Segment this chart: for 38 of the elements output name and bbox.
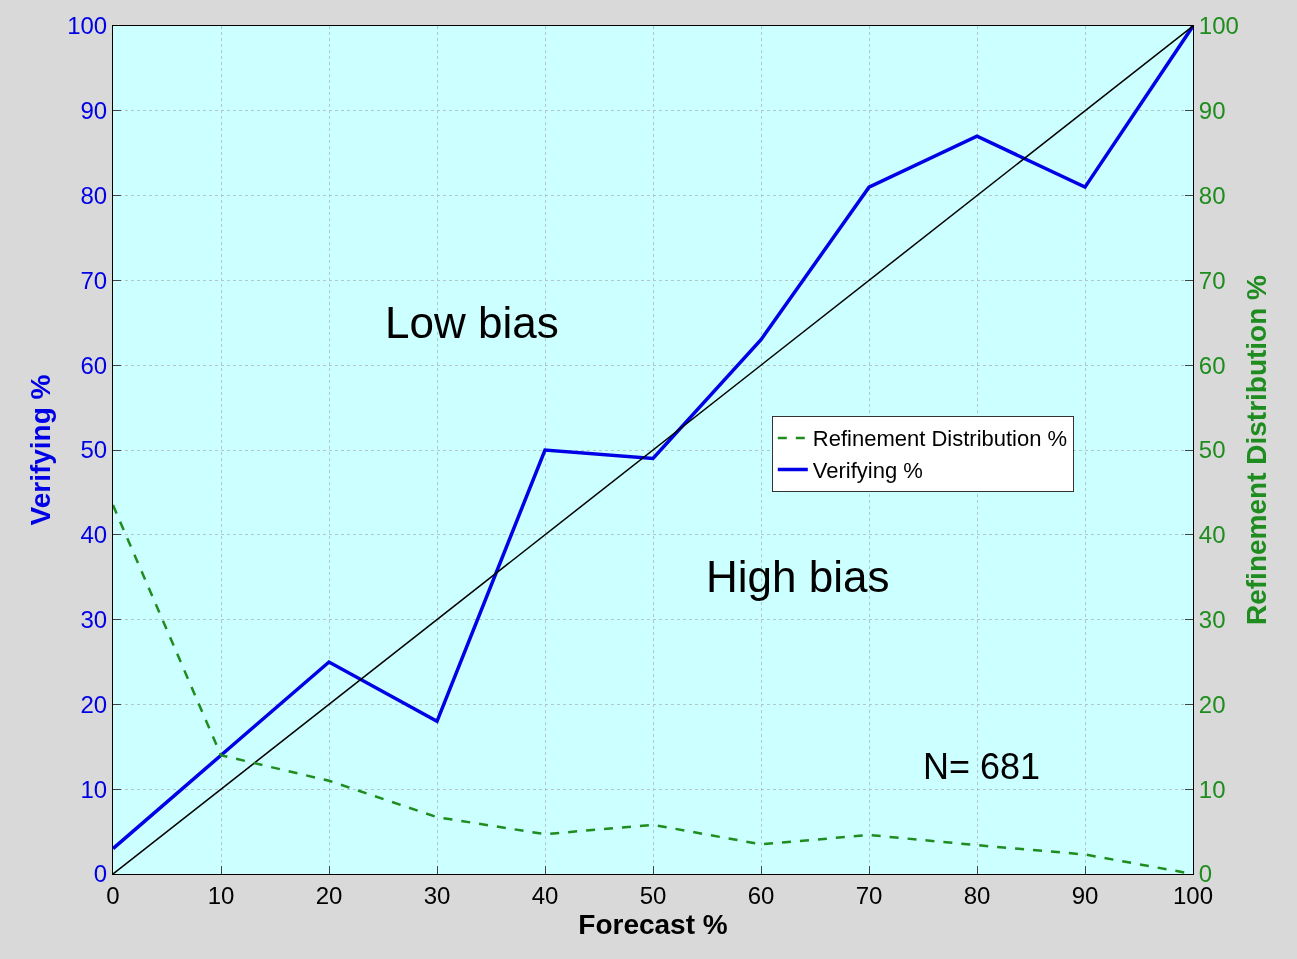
y-tick-label: 10 [80, 775, 108, 803]
y2-axis-title: Refinement Distribution % [1240, 274, 1272, 626]
x-tick-label: 60 [747, 881, 775, 909]
y2-tick-label: 80 [1198, 182, 1226, 209]
y-tick-label: 0 [93, 860, 108, 888]
y-tick-label: 100 [67, 12, 108, 40]
y2-tick-label: 90 [1198, 97, 1226, 125]
y2-tick-label: 20 [1198, 690, 1226, 718]
y-axis-title: Verifying % [24, 374, 56, 526]
y-tick-label: 20 [80, 690, 108, 718]
annotation: High bias [706, 552, 890, 601]
y2-tick-label: 100 [1198, 12, 1239, 40]
y2-tick-label: 70 [1198, 266, 1226, 294]
y2-tick-label: 50 [1198, 436, 1226, 464]
x-tick-label: 40 [531, 881, 559, 909]
y-tick-label: 40 [80, 521, 108, 549]
y-tick-label: 30 [80, 606, 108, 633]
x-tick-label: 10 [207, 881, 235, 909]
annotation: N= 681 [923, 746, 1041, 787]
x-tick-label: 50 [639, 881, 667, 909]
x-tick-label: 30 [423, 881, 451, 909]
x-tick-label: 70 [855, 881, 883, 909]
x-axis-title: Forecast % [578, 908, 728, 940]
y-tick-label: 70 [80, 266, 108, 294]
annotation: Low bias [385, 298, 559, 347]
y-tick-label: 50 [80, 436, 108, 464]
x-tick-label: 90 [1071, 881, 1099, 909]
x-tick-label: 80 [963, 881, 991, 909]
x-tick-label: 20 [315, 881, 343, 909]
y-tick-label: 60 [80, 351, 108, 379]
y-tick-label: 90 [80, 97, 108, 125]
y2-tick-label: 60 [1198, 351, 1226, 379]
y2-tick-label: 40 [1198, 521, 1226, 549]
legend-label: Refinement Distribution % [812, 426, 1068, 452]
y2-tick-label: 30 [1198, 606, 1226, 633]
legend-label: Verifying % [812, 458, 923, 484]
y2-tick-label: 10 [1198, 775, 1226, 803]
y-tick-label: 80 [80, 182, 108, 209]
